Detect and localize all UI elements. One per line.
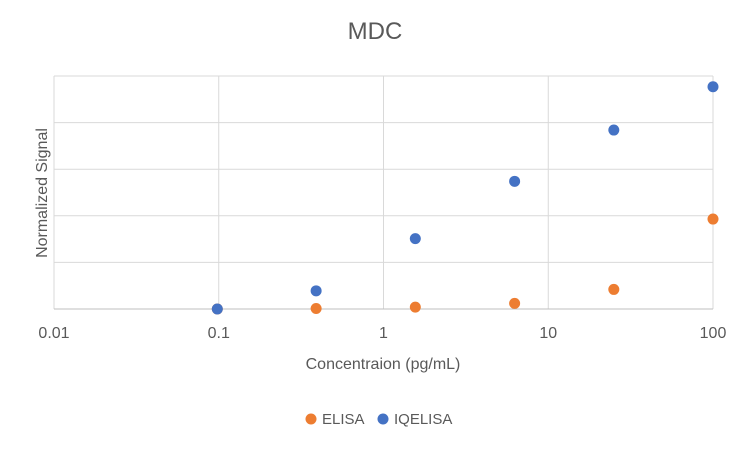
point-iqelisa [608,124,620,136]
x-tick-label: 100 [700,325,727,342]
x-axis-title: Concentraion (pg/mL) [306,356,461,373]
point-iqelisa [310,285,322,297]
x-tick-label: 1 [379,325,388,342]
point-iqelisa [509,175,521,187]
x-tick-label: 0.01 [38,325,69,342]
y-axis-title: Normalized Signal [34,128,51,258]
legend-label-iqelisa: IQELISA [394,411,452,428]
point-elisa [310,303,322,315]
point-elisa [509,297,521,309]
point-iqelisa [211,303,223,315]
tick-labels: 0.01 0.1 1 10 100 [38,325,726,342]
legend-label-elisa: ELISA [322,411,365,428]
point-iqelisa [409,233,421,245]
point-iqelisa [707,81,719,93]
legend-marker-iqelisa [377,413,389,425]
chart-title: MDC [347,18,403,45]
data-points [211,81,719,315]
point-elisa [707,213,719,225]
point-elisa [608,283,620,295]
grid-layer [53,75,714,310]
legend-marker-elisa [305,413,317,425]
x-tick-label: 0.1 [208,325,230,342]
x-tick-label: 10 [539,325,557,342]
legend: ELISA IQELISA [305,411,452,428]
point-elisa [409,301,421,313]
